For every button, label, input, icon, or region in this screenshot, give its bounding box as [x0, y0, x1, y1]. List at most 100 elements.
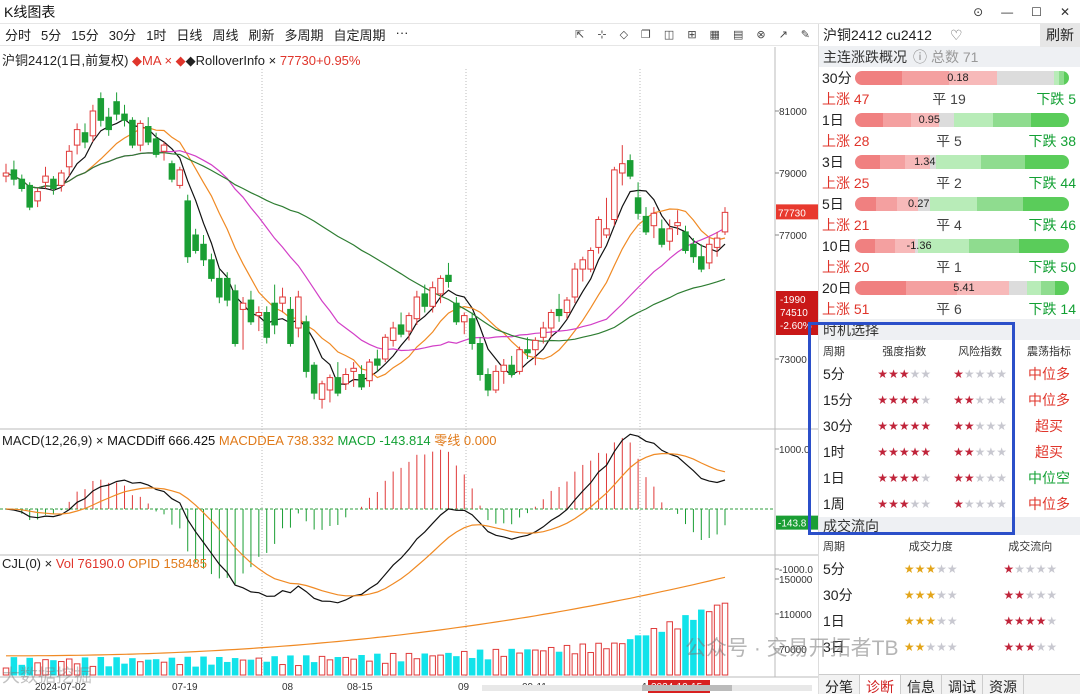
overview-count-row: 上涨 25 平 2 下跌 44: [819, 172, 1080, 193]
layout-icon[interactable]: ⊞: [687, 29, 697, 41]
candle-body-41: [326, 377, 334, 391]
macd-diff: MACDDiff 666.425: [107, 433, 216, 448]
period-button-7[interactable]: 刷新: [248, 28, 275, 43]
legend-ma[interactable]: ◆MA ×: [132, 53, 173, 68]
timing-row: 1周 ★★★★★ ★★★★★ 中位多: [819, 491, 1080, 517]
vol-name[interactable]: CJL(0) ×: [2, 556, 53, 571]
candle-body-44: [350, 367, 357, 372]
bar-segment: [915, 238, 919, 253]
star-icon: ★: [963, 497, 975, 511]
overview-count-row: 上涨 20 平 1 下跌 50: [819, 256, 1080, 277]
star-icon: ★: [914, 562, 926, 576]
vol-bar-91: [721, 602, 729, 676]
opid-line: [6, 576, 726, 657]
candle-body-17: [137, 122, 144, 146]
calendar-icon[interactable]: ▦: [709, 29, 720, 41]
tab-分笔[interactable]: 分笔: [819, 675, 860, 695]
vol-bar-2: [18, 664, 26, 676]
bar-segment: [930, 154, 937, 169]
star-icon: ★: [898, 393, 910, 407]
flow-header-row: 周期 成交力度 成交流向: [819, 535, 1080, 556]
period-button-3[interactable]: 30分: [108, 28, 137, 43]
bar-segment: [1030, 112, 1069, 127]
star-icon: ★: [996, 393, 1007, 407]
legend-rollover[interactable]: ◆RolloverInfo ×: [185, 53, 277, 68]
timing-title: 时机选择: [823, 321, 879, 338]
macd-zero: 零线 0.000: [434, 433, 497, 448]
candle-body-4: [34, 191, 41, 202]
vol-bar-65: [516, 652, 523, 676]
close-icon[interactable]: ✕: [1059, 4, 1070, 19]
candle-body-65: [516, 349, 523, 372]
vol-bar-68: [540, 650, 547, 676]
overview-period: 20日: [822, 279, 852, 296]
ma-line-40: [5, 151, 726, 342]
help-icon[interactable]: ⓘ: [913, 48, 927, 65]
period-button-9[interactable]: 自定周期: [333, 28, 386, 43]
tab-调试[interactable]: 调试: [942, 675, 983, 695]
star-icon: ★: [898, 419, 910, 433]
candle-body-51: [405, 315, 413, 332]
star-icon: ★: [925, 614, 937, 628]
period-button-5[interactable]: 日线: [176, 28, 203, 43]
pin-icon[interactable]: ⊙: [973, 4, 984, 19]
arrow-icon[interactable]: ↗: [778, 29, 788, 41]
minimize-icon[interactable]: —: [1001, 4, 1014, 19]
tab-信息[interactable]: 信息: [901, 675, 942, 695]
chart-area[interactable]: 81000 79000 77000 73000 77730 -1990 74510 -2.60…: [0, 47, 818, 694]
candle-body-66: [524, 349, 531, 354]
overview-title: 主连涨跌概况: [823, 48, 907, 65]
timing-row: 1时 ★★★★★ ★★★★★ 超买: [819, 439, 1080, 465]
vol-bar-31: [247, 659, 255, 676]
cursor-icon[interactable]: ⊹: [597, 29, 607, 41]
period-button-4[interactable]: 1时: [146, 28, 167, 43]
oscillator-signal: 超买: [1034, 418, 1063, 434]
stop-icon[interactable]: ⊗: [756, 29, 766, 41]
clipboard-icon[interactable]: ▤: [732, 29, 744, 41]
period-button-10[interactable]: ···: [395, 25, 409, 40]
bar-segment: [980, 154, 1025, 169]
candle-body-2: [18, 178, 26, 189]
vol-bar-10: [81, 657, 89, 676]
camera-icon[interactable]: ◫: [663, 29, 675, 41]
overview-value: 0.95: [918, 113, 941, 126]
star-icon: ★: [996, 471, 1007, 485]
favorite-icon[interactable]: ♡: [949, 26, 963, 43]
macd-name[interactable]: MACD(12,26,9) ×: [2, 433, 104, 448]
copy-icon[interactable]: ❐: [641, 29, 651, 41]
overview-bar: 0.27: [855, 196, 1069, 211]
force-stars: ★★★★★: [881, 556, 980, 582]
candle-body-20: [160, 144, 168, 152]
vol-bar-34: [271, 656, 278, 676]
candle-body-0: [2, 172, 10, 177]
kline-chart-svg[interactable]: 81000 79000 77000 73000 77730 -1990 74510 -2.60…: [0, 47, 818, 694]
pen-icon[interactable]: ✎: [800, 29, 810, 41]
period-button-8[interactable]: 多周期: [284, 28, 324, 43]
candle-body-7: [58, 172, 65, 186]
period-button-1[interactable]: 5分: [41, 28, 62, 43]
timing-table: 周期 强度指数 风险指数 震荡指标 5分 ★★★★★ ★★★★★ 中位多 15分 ★★★★★ ★★★…: [819, 340, 1080, 517]
period-button-2[interactable]: 15分: [71, 28, 99, 43]
strength-stars: ★★★★★: [866, 361, 942, 387]
eraser-icon[interactable]: ◇: [619, 29, 629, 41]
star-icon: ★: [946, 640, 958, 654]
count-down: 下跌 50: [1028, 258, 1076, 275]
tool-icons: ⇱ ⊹ ◇ ❐ ◫ ⊞ ▦ ▤ ⊗ ↗ ✎: [575, 28, 818, 41]
refresh-button[interactable]: 刷新: [1040, 23, 1080, 47]
star-icon: ★: [996, 367, 1007, 381]
risk-stars: ★★★★★: [942, 387, 1018, 413]
strength-stars: ★★★★★: [866, 387, 942, 413]
period-button-6[interactable]: 周线: [212, 28, 239, 43]
star-icon: ★: [985, 419, 997, 433]
candle-body-83: [658, 228, 666, 245]
maximize-icon[interactable]: ☐: [1031, 4, 1042, 19]
force-stars: ★★★★★: [881, 582, 980, 608]
oscillator-signal: 超买: [1034, 444, 1063, 460]
period-button-0[interactable]: 分时: [5, 28, 32, 43]
tab-诊断[interactable]: 诊断: [860, 675, 901, 695]
bar-segment: [855, 238, 876, 253]
tab-资源[interactable]: 资源: [983, 675, 1024, 695]
draw-tool-icon[interactable]: ⇱: [575, 29, 585, 41]
star-icon: ★: [903, 640, 915, 654]
vol-tick-label-1: 110000: [779, 610, 812, 621]
